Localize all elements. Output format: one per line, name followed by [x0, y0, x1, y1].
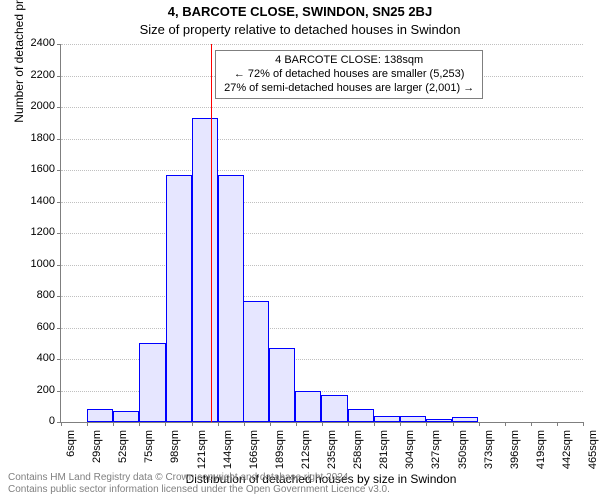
x-tick — [296, 422, 297, 426]
x-tick — [113, 422, 114, 426]
x-tick — [505, 422, 506, 426]
annotation-line: 4 BARCOTE CLOSE: 138sqm — [224, 54, 474, 68]
footer-line2: Contains public sector information licen… — [8, 484, 390, 496]
y-tick — [57, 170, 61, 171]
x-tick — [400, 422, 401, 426]
x-tick — [453, 422, 454, 426]
y-tick-label: 1600 — [15, 163, 55, 175]
histogram-bar — [295, 391, 321, 423]
y-tick-label: 2000 — [15, 100, 55, 112]
y-tick-label: 2200 — [15, 69, 55, 81]
x-tick — [139, 422, 140, 426]
footer-attribution: Contains HM Land Registry data © Crown c… — [8, 472, 390, 496]
histogram-bar — [426, 419, 452, 422]
y-tick-label: 400 — [15, 352, 55, 364]
x-tick — [348, 422, 349, 426]
y-tick-label: 0 — [15, 415, 55, 427]
histogram-bar — [269, 348, 295, 422]
x-tick — [165, 422, 166, 426]
gridline — [61, 139, 583, 140]
y-tick — [57, 202, 61, 203]
y-tick — [57, 265, 61, 266]
y-tick — [57, 76, 61, 77]
annotation-line: 27% of semi-detached houses are larger (… — [224, 82, 474, 96]
y-tick — [57, 233, 61, 234]
footer-line1: Contains HM Land Registry data © Crown c… — [8, 472, 390, 484]
histogram-bar — [243, 301, 269, 422]
x-tick-label: 465sqm — [587, 430, 599, 490]
chart-root: 4, BARCOTE CLOSE, SWINDON, SN25 2BJ Size… — [0, 0, 600, 500]
page-title-line2: Size of property relative to detached ho… — [0, 22, 600, 37]
histogram-bar — [400, 416, 426, 422]
histogram-bar — [192, 118, 218, 422]
x-tick — [557, 422, 558, 426]
y-tick-label: 1200 — [15, 226, 55, 238]
y-tick — [57, 44, 61, 45]
x-tick — [531, 422, 532, 426]
gridline — [61, 296, 583, 297]
page-title-line1: 4, BARCOTE CLOSE, SWINDON, SN25 2BJ — [0, 4, 600, 19]
annotation-box: 4 BARCOTE CLOSE: 138sqm← 72% of detached… — [215, 50, 483, 99]
x-tick — [374, 422, 375, 426]
x-tick — [322, 422, 323, 426]
y-tick-label: 800 — [15, 289, 55, 301]
y-tick-label: 200 — [15, 384, 55, 396]
histogram-bar — [452, 417, 478, 422]
gridline — [61, 44, 583, 45]
annotation-line: ← 72% of detached houses are smaller (5,… — [224, 68, 474, 82]
x-tick — [192, 422, 193, 426]
gridline — [61, 265, 583, 266]
x-tick — [583, 422, 584, 426]
x-tick — [87, 422, 88, 426]
x-tick — [479, 422, 480, 426]
y-tick-label: 2400 — [15, 37, 55, 49]
gridline — [61, 202, 583, 203]
y-tick-label: 1400 — [15, 195, 55, 207]
histogram-bar — [113, 411, 139, 422]
histogram-bar — [218, 175, 244, 422]
gridline — [61, 328, 583, 329]
y-tick — [57, 328, 61, 329]
y-tick-label: 1800 — [15, 132, 55, 144]
reference-line — [211, 44, 212, 422]
x-tick — [218, 422, 219, 426]
histogram-bar — [87, 409, 113, 422]
histogram-bar — [166, 175, 192, 422]
gridline — [61, 107, 583, 108]
histogram-bar — [321, 395, 347, 422]
x-tick — [270, 422, 271, 426]
gridline — [61, 170, 583, 171]
y-tick — [57, 107, 61, 108]
histogram-bar — [139, 343, 165, 422]
histogram-bar — [348, 409, 374, 422]
x-tick — [244, 422, 245, 426]
y-tick — [57, 296, 61, 297]
plot-area: 0200400600800100012001400160018002000220… — [60, 44, 583, 423]
x-tick — [61, 422, 62, 426]
histogram-bar — [374, 416, 400, 422]
y-tick — [57, 391, 61, 392]
gridline — [61, 233, 583, 234]
y-tick-label: 600 — [15, 321, 55, 333]
y-tick-label: 1000 — [15, 258, 55, 270]
y-tick — [57, 139, 61, 140]
y-tick — [57, 359, 61, 360]
x-tick — [426, 422, 427, 426]
